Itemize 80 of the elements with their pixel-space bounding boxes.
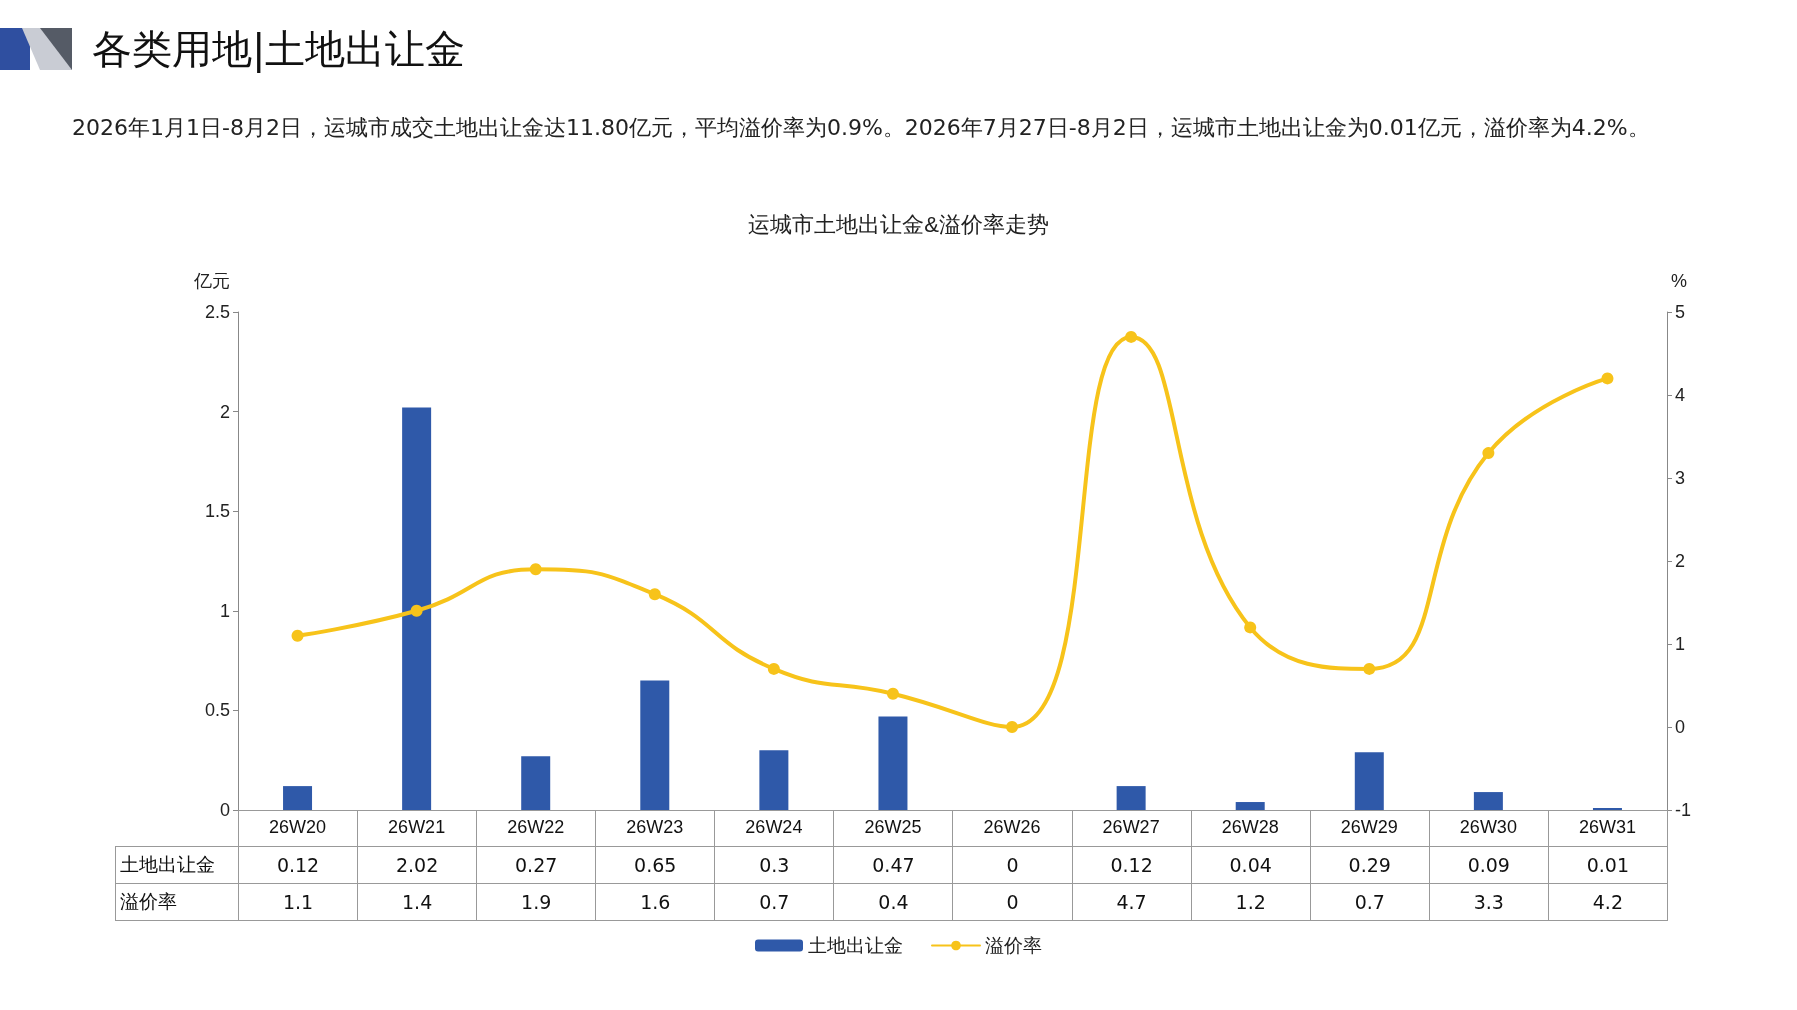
x-tick-label: 26W21 bbox=[388, 817, 446, 837]
data-label: 1.1 bbox=[238, 883, 358, 921]
y-axis-title: 亿元 bbox=[193, 271, 230, 291]
point bbox=[767, 662, 780, 675]
y2-tick-label: 4 bbox=[1675, 385, 1686, 405]
bar bbox=[1235, 802, 1265, 810]
y-tick-label: 2 bbox=[219, 401, 230, 422]
data-label: 2.02 bbox=[357, 846, 477, 884]
data-label: 1.4 bbox=[357, 883, 477, 921]
data-label: 1.6 bbox=[595, 883, 715, 921]
point bbox=[1244, 621, 1257, 634]
data-label: 0.3 bbox=[714, 846, 834, 884]
data-label: 0.29 bbox=[1310, 846, 1430, 884]
chart-title: 运城市土地出让金&溢价率走势 bbox=[748, 211, 1049, 237]
bar bbox=[1473, 792, 1503, 810]
y-tick-label: 0 bbox=[219, 800, 230, 820]
text: 各类用地|土地出让金 bbox=[92, 25, 466, 75]
legend-label: 土地出让金 bbox=[808, 935, 903, 956]
data-label: 1.9 bbox=[476, 883, 596, 921]
x-tick-label: 26W27 bbox=[1102, 817, 1160, 837]
x-tick-label: 26W31 bbox=[1578, 817, 1636, 837]
bar bbox=[759, 750, 789, 810]
y-tick-label: 1 bbox=[219, 600, 230, 621]
bar bbox=[878, 716, 908, 810]
data-label: 1.2 bbox=[1191, 883, 1311, 921]
data-label: 0.01 bbox=[1548, 846, 1668, 884]
point bbox=[1601, 372, 1614, 385]
bar bbox=[1116, 786, 1146, 810]
point bbox=[529, 563, 542, 576]
point bbox=[648, 588, 661, 601]
legend-label: 溢价率 bbox=[985, 935, 1042, 956]
point bbox=[1125, 330, 1138, 343]
y2-axis-title: % bbox=[1671, 271, 1688, 291]
y-tick-label: 1.5 bbox=[204, 501, 230, 522]
x-tick-label: 26W29 bbox=[1340, 817, 1398, 837]
data-label: 0.04 bbox=[1191, 846, 1311, 884]
y2-tick-label: 5 bbox=[1675, 302, 1686, 322]
bar bbox=[1354, 752, 1384, 810]
data-label: 4.2 bbox=[1548, 883, 1668, 921]
y-tick-label: 0.5 bbox=[204, 700, 230, 721]
point bbox=[1363, 662, 1376, 675]
bar bbox=[283, 786, 313, 810]
point bbox=[410, 604, 423, 617]
x-tick-label: 26W30 bbox=[1459, 817, 1517, 837]
data-label: 0.65 bbox=[595, 846, 715, 884]
text: 土地出让金 bbox=[120, 853, 215, 875]
x-tick-label: 26W26 bbox=[983, 817, 1041, 837]
data-label: 0.7 bbox=[1310, 883, 1430, 921]
data-label: 0 bbox=[952, 883, 1073, 921]
y2-tick-label: 2 bbox=[1675, 551, 1686, 571]
x-tick-label: 26W22 bbox=[507, 817, 565, 837]
bar bbox=[521, 756, 551, 810]
x-tick-label: 26W20 bbox=[269, 817, 327, 837]
text: 2026年1月1日-8月2日，运城市成交土地出让金达11.80亿元，平均溢价率为0.9%。2026年7月27日-8月2日，运城市土地出让金为0.01亿元，溢价率为4.2%。 bbox=[72, 114, 1651, 142]
point bbox=[291, 629, 304, 642]
data-label: 0.7 bbox=[714, 883, 834, 921]
point bbox=[1006, 721, 1019, 733]
y2-tick-label: 0 bbox=[1675, 717, 1686, 737]
data-label: 0.47 bbox=[833, 846, 953, 884]
bar bbox=[640, 680, 670, 810]
data-label: 0.12 bbox=[1072, 846, 1192, 884]
text: 溢价率 bbox=[120, 890, 177, 912]
y2-tick-label: 1 bbox=[1675, 634, 1686, 654]
x-tick-label: 26W23 bbox=[626, 817, 684, 837]
bar bbox=[402, 407, 432, 810]
x-tick-label: 26W28 bbox=[1221, 817, 1279, 837]
data-label: 3.3 bbox=[1429, 883, 1549, 921]
point bbox=[886, 687, 899, 700]
y2-tick-label: 3 bbox=[1675, 468, 1686, 488]
x-tick-label: 26W24 bbox=[745, 817, 803, 837]
data-label: 0 bbox=[952, 846, 1073, 884]
data-label: 0.12 bbox=[238, 846, 358, 884]
data-label: 0.4 bbox=[833, 883, 953, 921]
data-label: 4.7 bbox=[1072, 883, 1192, 921]
y2-tick-label: -1 bbox=[1675, 800, 1692, 820]
y-tick-label: 2.5 bbox=[204, 302, 230, 322]
point bbox=[1482, 447, 1495, 460]
x-tick-label: 26W25 bbox=[864, 817, 922, 837]
data-label: 0.09 bbox=[1429, 846, 1549, 884]
data-label: 0.27 bbox=[476, 846, 596, 884]
